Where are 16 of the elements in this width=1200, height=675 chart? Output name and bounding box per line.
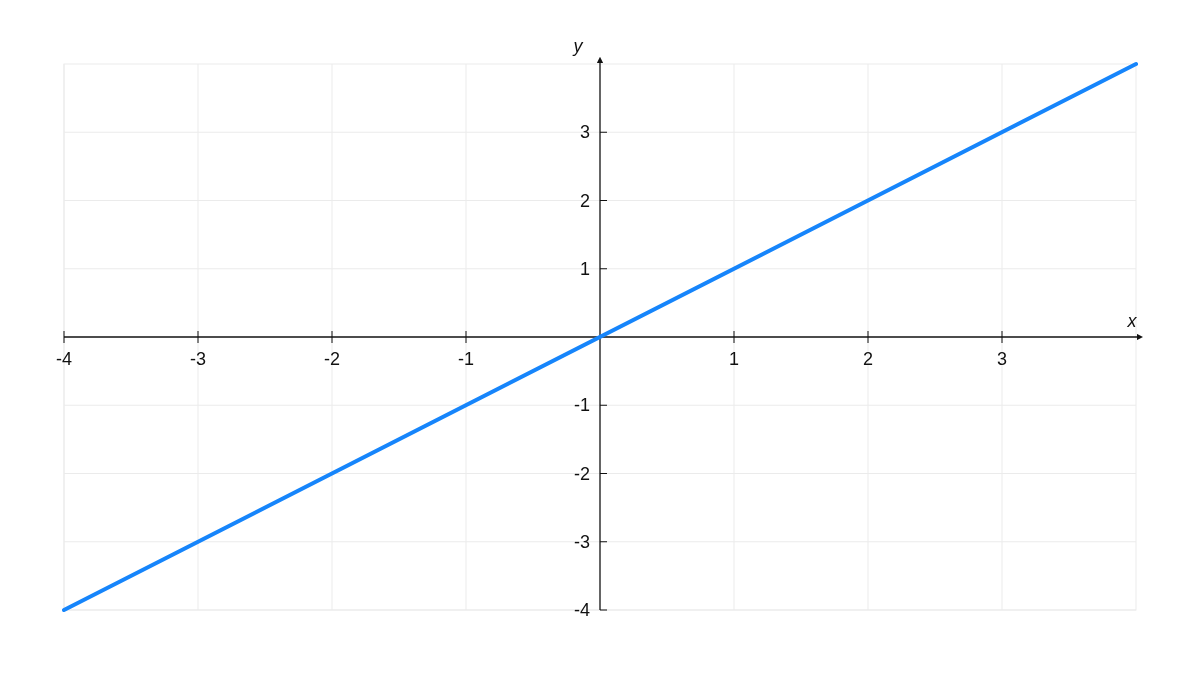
x-tick-label: 3 [996,349,1008,369]
y-tick-label: -3 [573,531,590,552]
y-tick-label: -1 [573,395,590,416]
x-axis-title: x [1126,311,1138,331]
x-tick-label: -3 [189,349,207,369]
y-tick-label: -2 [573,463,590,484]
y-tick-label: 3 [579,122,590,143]
x-tick-label: 1 [728,349,740,369]
x-tick-label: -2 [323,349,341,369]
y-tick-label: 1 [579,258,590,279]
x-tick-label: -1 [457,349,475,369]
x-tick-label: 2 [862,349,874,369]
x-tick-label: -4 [55,349,73,369]
y-tick-label: 2 [579,190,590,211]
y-axis-title: y [571,36,584,56]
y-tick-label: -4 [573,600,590,620]
